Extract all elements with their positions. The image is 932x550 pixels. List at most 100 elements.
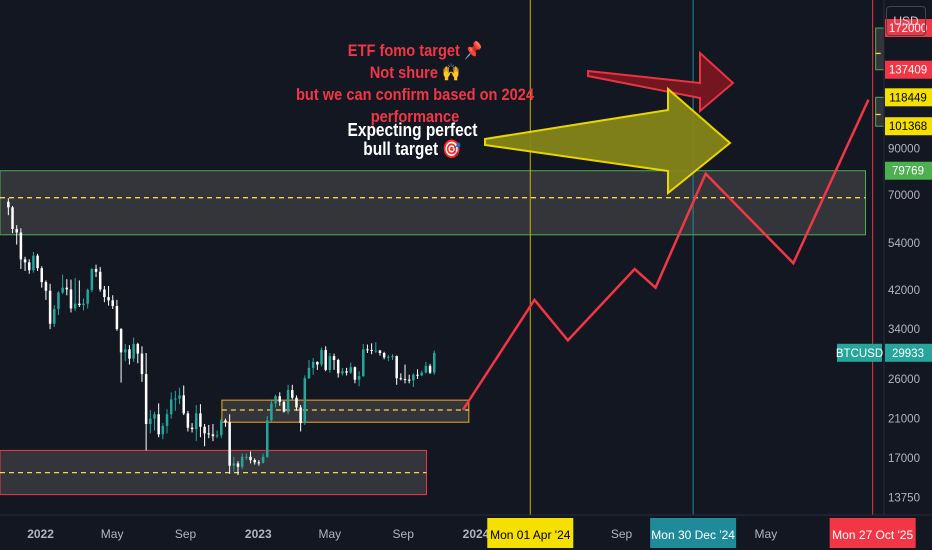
candle-body (299, 407, 302, 424)
candle-body (86, 289, 89, 304)
candle-body (270, 403, 273, 421)
candle-body (186, 413, 190, 428)
candle-body (265, 420, 269, 457)
candle-body (40, 268, 44, 283)
candle-body (316, 361, 319, 365)
candle-body (215, 435, 219, 437)
candle-body (291, 390, 294, 398)
candle-body (416, 374, 419, 376)
candle-body (115, 306, 119, 330)
candle-body (48, 290, 52, 324)
candle-body (44, 282, 48, 291)
bull-annotation-line-2: bull target 🎯 (363, 139, 462, 159)
candle-body (295, 397, 298, 408)
candle-body (399, 378, 403, 380)
candle-body (336, 359, 340, 374)
candle-body (124, 349, 127, 353)
price-label-text: 101368 (889, 121, 927, 133)
candle-body (19, 232, 23, 260)
price-label-text: 79769 (892, 166, 924, 178)
etf-annotation-line-3: but we can confirm based on 2024 perform… (295, 85, 535, 126)
price-tick-label: 42000 (888, 285, 920, 297)
price-label-box (885, 88, 932, 107)
candle-body (132, 343, 135, 359)
candle-body (391, 356, 394, 358)
candle-body (236, 463, 240, 467)
candle-body (420, 372, 423, 376)
currency-button[interactable]: USD (886, 6, 926, 36)
yellow-arrow (484, 86, 732, 196)
etf-annotation-line-2: Not shure 🙌 (369, 63, 461, 82)
candle-body (53, 308, 56, 324)
candle-body (194, 413, 198, 430)
candle-body (362, 349, 365, 377)
date-marker-label-1: Mon 30 Dec '24 (651, 528, 735, 542)
price-label-text: 118449 (889, 92, 927, 104)
candle-body (23, 259, 27, 263)
candle-body (232, 463, 236, 466)
candle-body (36, 255, 39, 269)
time-tick-label: May (101, 527, 124, 541)
bull-annotation: Expecting perfect bull target 🎯 (342, 121, 484, 159)
price-axis[interactable]: 1000009000070000540004200034000260002100… (836, 0, 932, 550)
time-axis[interactable]: 2022 May Sep 2023 May Sep 2024 Sep May (0, 514, 932, 550)
candle-body (249, 456, 252, 461)
date-marker-box-2 (829, 518, 916, 548)
candle-body (94, 268, 98, 272)
price-tick-label: 13750 (888, 492, 920, 504)
candle-body (240, 456, 244, 467)
date-markers: Mon 01 Apr '24 Mon 30 Dec '24 Mon 27 Oct '… (487, 518, 916, 548)
candle-body (278, 396, 282, 402)
candle-body (366, 349, 369, 351)
date-marker-label-2: Mon 27 Oct '25 (832, 528, 913, 542)
price-tick-label: 90000 (888, 143, 920, 155)
zone-2 (221, 399, 470, 423)
candle-body (395, 356, 398, 379)
zones-layer (0, 27, 885, 496)
arrows-layer (484, 50, 735, 196)
candle-body (182, 395, 185, 414)
candle-body (140, 353, 144, 375)
candle-body (311, 361, 315, 368)
candle-body (341, 371, 344, 374)
candle-body (307, 367, 311, 379)
candle-body (128, 349, 131, 359)
candle-body (432, 353, 436, 373)
symbol-tag-box (837, 343, 882, 362)
red-arrow (587, 50, 735, 114)
time-tick-label: May (319, 527, 342, 541)
candle-body (349, 367, 352, 373)
candle-body (353, 367, 357, 380)
candle-body (324, 349, 327, 370)
candle-body (374, 350, 378, 352)
candle-body (378, 350, 382, 354)
candle-body (15, 228, 18, 233)
candle-body (412, 374, 415, 381)
candle-body (261, 456, 265, 463)
candle-body (274, 396, 277, 404)
time-tick-label: May (755, 527, 778, 541)
candle-body (282, 401, 286, 412)
candle-body (257, 462, 261, 464)
price-label-box (885, 161, 932, 180)
price-label-box (885, 117, 932, 136)
zone-3 (875, 27, 885, 71)
candle-body (220, 420, 223, 436)
candle-body (119, 329, 123, 353)
candle-body (27, 262, 31, 271)
price-label-text: 137409 (889, 65, 927, 77)
candle-body (157, 414, 160, 435)
candle-body (107, 297, 110, 301)
price-label-text: 29933 (892, 348, 924, 360)
price-tick-label: 21000 (888, 414, 920, 426)
candle-body (73, 303, 77, 309)
candle-body (357, 376, 361, 380)
candle-body (153, 414, 156, 419)
price-label-text: 172000 (889, 23, 927, 35)
candle-body (78, 303, 81, 306)
etf-annotation-line-1: ETF fomo target 📌 (347, 41, 483, 60)
candle-body (407, 379, 411, 381)
candle-body (428, 365, 432, 373)
price-tick-label: 54000 (888, 238, 920, 250)
